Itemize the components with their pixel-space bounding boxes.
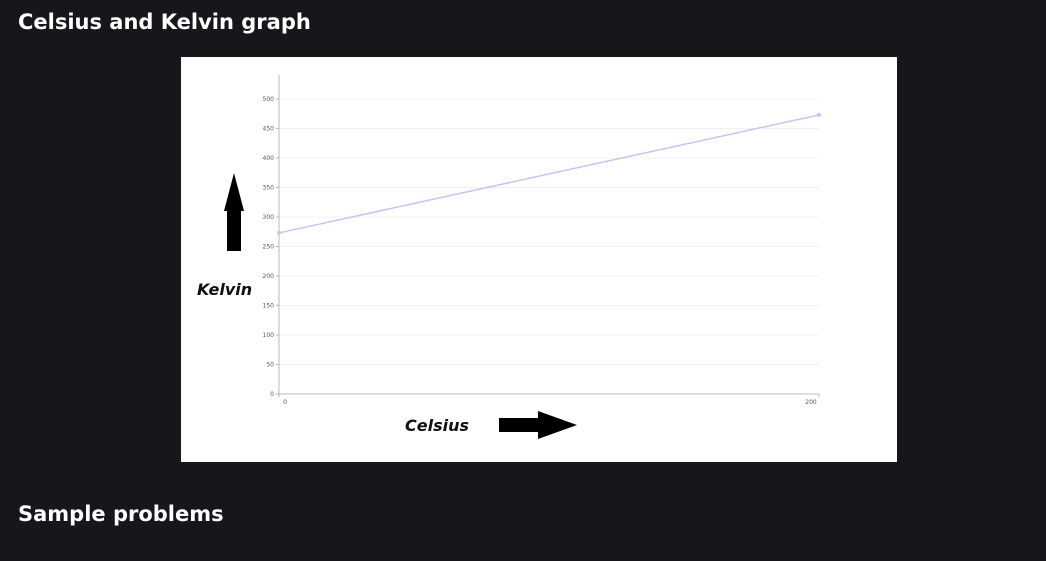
y-tick-label: 200 — [263, 273, 275, 280]
x-tick-labels: 0 200 — [283, 399, 817, 406]
y-tick-label: 400 — [263, 155, 275, 162]
chart-gridlines — [279, 98, 819, 365]
y-tick-label: 300 — [263, 214, 275, 221]
section-heading-sample-problems: Sample problems — [18, 502, 224, 526]
x-tick-label: 200 — [805, 399, 817, 406]
celsius-kelvin-graph-figure: 0 50 100 150 200 250 300 350 400 450 500 0 200 Kelv… — [181, 57, 897, 462]
y-tick-label: 100 — [263, 332, 275, 339]
x-axis-title: Celsius — [405, 416, 469, 435]
x-tick-label: 0 — [283, 399, 287, 406]
chart-svg: 0 50 100 150 200 250 300 350 400 450 500 0 200 Kelv… — [197, 75, 821, 439]
section-heading-graph: Celsius and Kelvin graph — [18, 10, 311, 34]
y-tick-label: 50 — [266, 362, 274, 369]
y-tick-label: 150 — [263, 303, 275, 310]
y-tick-label: 250 — [263, 244, 275, 251]
y-tick-label: 450 — [263, 126, 275, 133]
y-tick-labels: 0 50 100 150 200 250 300 350 400 450 500 — [263, 96, 275, 398]
chart-series — [277, 112, 821, 235]
y-tick-label: 500 — [263, 96, 275, 103]
data-point — [277, 230, 281, 235]
data-line — [278, 114, 820, 234]
y-tick-label: 350 — [263, 185, 275, 192]
arrow-right-icon — [499, 411, 577, 439]
y-axis-title: Kelvin — [197, 280, 252, 299]
data-point — [817, 112, 821, 117]
arrow-up-icon — [224, 173, 244, 251]
chart-axes — [276, 75, 820, 397]
y-tick-label: 0 — [270, 391, 274, 398]
